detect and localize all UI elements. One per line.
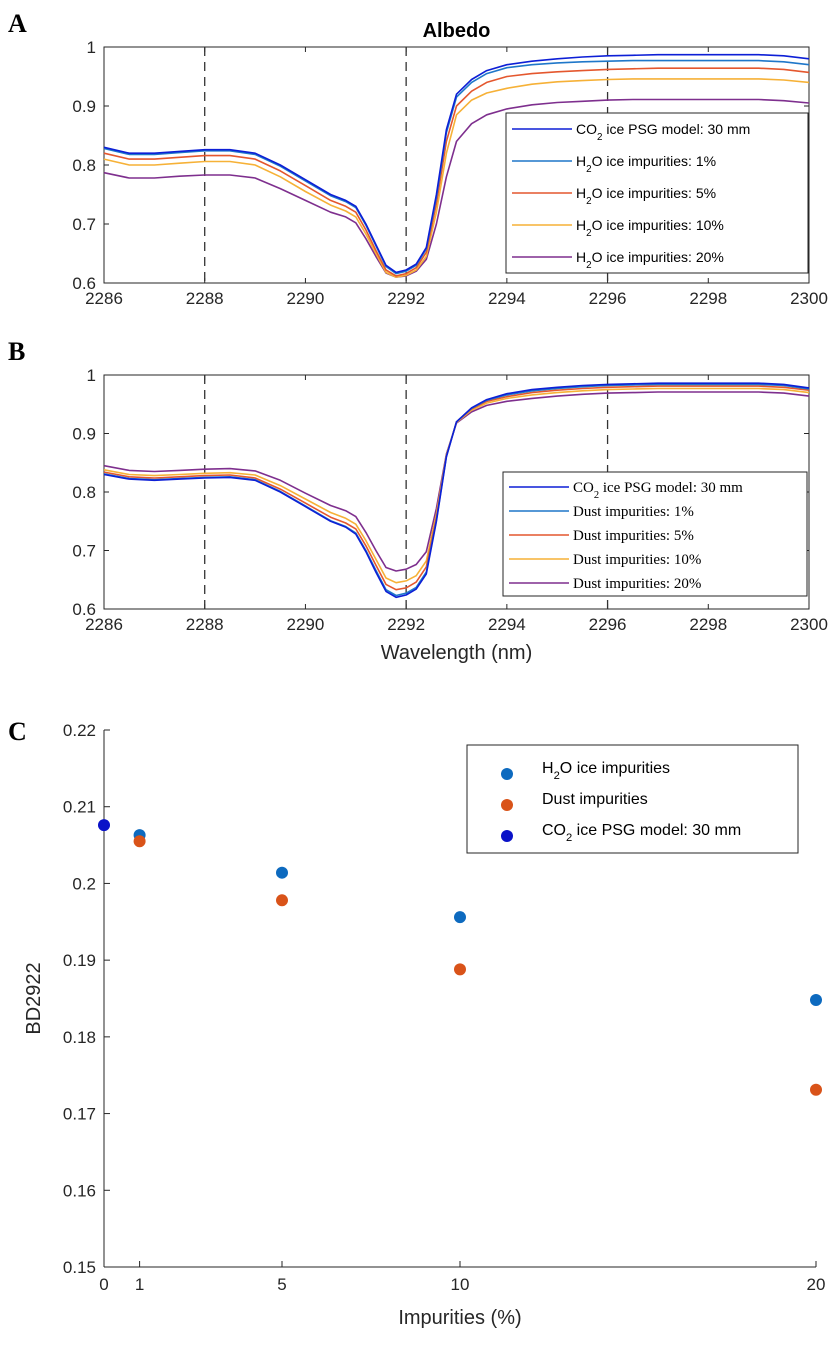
y-tick-label: 1 — [87, 38, 96, 57]
legend-label: CO2 ice PSG model: 30 mm — [576, 121, 750, 143]
data-point — [454, 963, 466, 976]
x-axis-label: Impurities (%) — [398, 1307, 521, 1329]
y-tick-label: 0.6 — [72, 274, 96, 293]
data-point — [454, 911, 466, 924]
y-tick-label: 0.9 — [72, 425, 96, 444]
x-tick-label: 2288 — [186, 615, 224, 634]
x-tick-label: 2290 — [287, 615, 325, 634]
legend-box — [502, 471, 808, 597]
legend-label: Dust impurities: 1% — [573, 504, 694, 520]
legend-label: CO2 ice PSG model: 30 mm — [542, 822, 741, 844]
y-tick-label: 0.2 — [72, 874, 96, 893]
chart-panel-b: 2286 2288 2290 2292 2294 2296 2298 2300 0.6 0.7 0.… — [72, 366, 828, 664]
legend-label: H2O ice impurities: 20% — [576, 249, 724, 271]
legend-label: Dust impurities: 5% — [573, 528, 694, 544]
series-line — [103, 53, 810, 274]
chart-panel-a: 2286 2288 2290 2292 2294 2296 2298 2300 0.6 0.7 0.… — [72, 20, 828, 308]
y-tick-label: 0.16 — [63, 1181, 96, 1200]
legend-label: H2O ice impurities — [542, 760, 670, 782]
x-tick-label: 2290 — [287, 289, 325, 308]
legend-marker — [501, 799, 513, 811]
y-tick-label: 1 — [87, 366, 96, 385]
x-tick-label: 2296 — [589, 615, 627, 634]
y-tick-label: 0.8 — [72, 483, 96, 502]
series-line — [103, 385, 810, 591]
series-line — [103, 78, 810, 278]
y-axis-label: BD2922 — [23, 962, 45, 1034]
series-line — [103, 391, 810, 572]
x-tick-label: 2292 — [387, 289, 425, 308]
y-tick-label: 0.7 — [72, 215, 96, 234]
legend-label: Dust impurities: 10% — [573, 552, 701, 568]
legend-label: CO2 ice PSG model: 30 mm — [573, 480, 743, 501]
x-tick-label: 2286 — [85, 289, 123, 308]
y-tick-label: 0.22 — [63, 721, 96, 740]
y-tick-label: 0.19 — [63, 951, 96, 970]
x-tick-label: 20 — [807, 1275, 826, 1294]
x-tick-label: 2288 — [186, 289, 224, 308]
legend-label: H2O ice impurities: 10% — [576, 217, 724, 239]
legend-label: Dust impurities: 20% — [573, 576, 701, 592]
y-tick-label: 0.15 — [63, 1258, 96, 1277]
data-point — [98, 819, 110, 832]
data-point — [276, 894, 288, 907]
data-point — [133, 835, 146, 848]
panel-letter-a: A — [8, 9, 27, 38]
legend-label: H2O ice impurities: 1% — [576, 153, 716, 175]
x-tick-label: 2292 — [387, 615, 425, 634]
x-tick-label: 2296 — [589, 289, 627, 308]
x-tick-label: 1 — [135, 1275, 144, 1294]
x-tick-label: 2300 — [790, 615, 828, 634]
y-tick-label: 0.18 — [63, 1028, 96, 1047]
x-tick-label: 2286 — [85, 615, 123, 634]
legend-marker — [501, 830, 513, 842]
panel-letter-c: C — [8, 717, 27, 746]
y-tick-label: 0.6 — [72, 600, 96, 619]
x-tick-label: 5 — [277, 1275, 286, 1294]
chart-title: Albedo — [423, 20, 491, 42]
series-line — [103, 382, 810, 599]
x-tick-label: 2294 — [488, 615, 526, 634]
x-axis-label: Wavelength (nm) — [381, 642, 533, 664]
x-tick-label: 2294 — [488, 289, 526, 308]
x-tick-label: 10 — [451, 1275, 470, 1294]
y-tick-label: 0.17 — [63, 1105, 96, 1124]
x-tick-label: 0 — [99, 1275, 108, 1294]
y-tick-label: 0.9 — [72, 97, 96, 116]
series-line — [103, 67, 810, 277]
series-line — [103, 387, 810, 584]
x-tick-label: 2298 — [689, 289, 727, 308]
x-tick-label: 2298 — [689, 615, 727, 634]
chart-panel-c: 0 1 5 10 20 0.15 0.16 0.17 0.18 0.19 0.2 0.21 0.22 Im… — [23, 721, 825, 1329]
x-tick-label: 2300 — [790, 289, 828, 308]
data-point — [276, 866, 288, 879]
y-tick-label: 0.21 — [63, 798, 96, 817]
legend-box — [466, 744, 799, 854]
panel-letter-b: B — [8, 337, 25, 366]
y-tick-label: 0.7 — [72, 542, 96, 561]
data-point — [810, 1083, 822, 1096]
y-tick-label: 0.8 — [72, 156, 96, 175]
data-point — [810, 994, 822, 1007]
legend-marker — [501, 768, 513, 780]
series-line — [103, 98, 810, 278]
legend-label: H2O ice impurities: 5% — [576, 185, 716, 207]
legend-label: Dust impurities — [542, 791, 648, 808]
